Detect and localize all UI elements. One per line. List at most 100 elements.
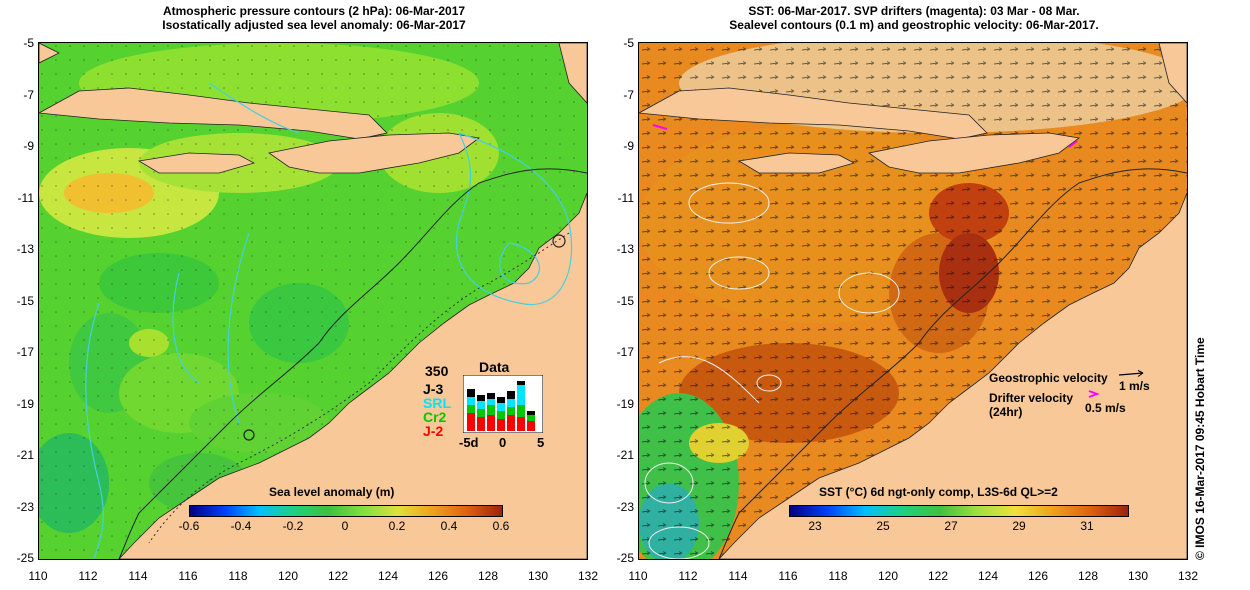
inset-x-label-5: 5 (537, 435, 545, 450)
sst-land (639, 43, 1187, 559)
sla-colorbar (189, 505, 503, 517)
left-ytick: -23 (16, 500, 34, 514)
left-xtick: 110 (28, 569, 48, 583)
right-xtick: 132 (1177, 569, 1199, 583)
right-ytick: -15 (616, 294, 634, 308)
geo-velocity-speed: 1 m/s (1119, 379, 1150, 393)
right-ytick: -19 (616, 397, 634, 411)
right-title-line2: Sealevel contours (0.1 m) and geostrophi… (729, 18, 1099, 32)
drifter-velocity-sub: (24hr) (989, 405, 1023, 419)
sla-cb-label-7: 0.6 (492, 519, 510, 533)
left-title-line2: Isostatically adjusted sea level anomaly… (162, 18, 466, 32)
bathymetry-contour (118, 168, 587, 559)
mooring-marker-1 (552, 234, 566, 248)
right-xtick: 112 (678, 569, 698, 583)
left-ytick: -25 (16, 551, 34, 565)
left-ytick: -17 (16, 345, 34, 359)
inset-x-label-0: 0 (499, 435, 507, 450)
left-xtick: 124 (377, 569, 399, 583)
left-ytick: -11 (17, 191, 34, 205)
inset-legend-j3: J-3 (423, 381, 444, 397)
right-title: SST: 06-Mar-2017. SVP drifters (magenta)… (640, 4, 1188, 32)
inset-legend-cr2: Cr2 (423, 409, 447, 425)
right-ytick: -13 (616, 242, 634, 256)
left-ytick: -21 (16, 448, 34, 462)
imos-credit: © IMOS 16-Mar-2017 09:45 Hobart Time (1193, 337, 1207, 560)
sla-cb-label-6: 0.4 (440, 519, 458, 533)
geo-velocity-arrow (1118, 370, 1144, 377)
left-xtick: 118 (228, 569, 248, 583)
left-xtick: 122 (327, 569, 349, 583)
sst-cb-label-3: 27 (944, 519, 958, 533)
sealevel-contours (644, 182, 900, 559)
inset-legend-srl: SRL (423, 395, 451, 411)
right-ytick: -23 (616, 500, 634, 514)
inset-bar-chart (463, 375, 543, 433)
right-xtick: 124 (977, 569, 999, 583)
left-xtick: 132 (577, 569, 599, 583)
left-title: Atmospheric pressure contours (2 hPa): 0… (40, 4, 588, 32)
right-xtick: 120 (877, 569, 899, 583)
data-count-inset: Data count 350 J-3 SRL Cr2 J-2 -5d 0 5 (419, 359, 549, 450)
sla-cb-label-3: -0.2 (282, 519, 304, 533)
right-ytick: -25 (616, 551, 634, 565)
left-ytick: -7 (23, 88, 34, 102)
pressure-contours (85, 82, 573, 559)
right-ytick: -11 (617, 191, 634, 205)
sla-cb-label-1: -0.6 (178, 519, 200, 533)
right-xtick: 122 (927, 569, 949, 583)
right-xtick: 116 (778, 569, 798, 583)
left-title-line1: Atmospheric pressure contours (2 hPa): 0… (162, 4, 466, 18)
inset-legend-j2: J-2 (423, 423, 444, 439)
inset-x-label-minus5: -5d (459, 435, 479, 450)
left-ytick: -5 (23, 36, 34, 50)
left-xtick: 114 (128, 569, 148, 583)
sla-cb-label-2: -0.4 (230, 519, 252, 533)
land (39, 43, 587, 559)
drifter-velocity-arrow (1088, 390, 1100, 398)
left-xtick: 116 (178, 569, 198, 583)
left-ytick: -13 (16, 242, 34, 256)
right-ytick: -17 (616, 345, 634, 359)
mooring-marker-2 (243, 429, 255, 441)
left-ytick: -9 (23, 139, 34, 153)
sst-map: Geostrophic velocity 1 m/s Drifter veloc… (638, 42, 1188, 560)
right-xtick: 114 (728, 569, 748, 583)
left-xtick: 120 (277, 569, 299, 583)
sst-bathymetry-contour (718, 168, 1187, 559)
left-xtick: 126 (427, 569, 449, 583)
left-ytick: -15 (16, 294, 34, 308)
left-xtick: 130 (527, 569, 549, 583)
right-ytick: -21 (616, 448, 634, 462)
sla-map-svg (39, 43, 587, 559)
left-ytick: -19 (16, 397, 34, 411)
sst-map-svg (639, 43, 1187, 559)
drifter-tracks (652, 124, 1078, 148)
right-xtick: 128 (1077, 569, 1099, 583)
right-ytick: -9 (623, 139, 634, 153)
right-title-line1: SST: 06-Mar-2017. SVP drifters (magenta)… (748, 4, 1080, 18)
drifter-velocity-label: Drifter velocity (989, 391, 1074, 405)
sla-colorbar-title: Sea level anomaly (m) (269, 485, 395, 499)
sst-cb-label-5: 31 (1080, 519, 1094, 533)
right-ytick: -5 (623, 36, 634, 50)
sst-colorbar (789, 505, 1129, 517)
sst-cb-label-2: 25 (876, 519, 890, 533)
drifter-velocity-speed: 0.5 m/s (1085, 401, 1126, 415)
dotted-coastline (148, 232, 570, 544)
right-xtick: 118 (828, 569, 848, 583)
right-xtick: 130 (1127, 569, 1149, 583)
left-xtick: 112 (78, 569, 98, 583)
sst-cb-label-4: 29 (1012, 519, 1026, 533)
left-xtick: 128 (477, 569, 499, 583)
sla-cb-label-5: 0.2 (388, 519, 406, 533)
sst-cb-label-1: 23 (808, 519, 822, 533)
inset-bars (467, 381, 535, 431)
right-ytick: -7 (623, 88, 634, 102)
sla-cb-label-4: 0 (341, 519, 349, 533)
right-xtick: 126 (1027, 569, 1049, 583)
sst-colorbar-title: SST (°C) 6d ngt-only comp, L3S-6d QL>=2 (819, 485, 1058, 499)
geo-velocity-label: Geostrophic velocity (989, 371, 1108, 385)
right-xtick: 110 (628, 569, 648, 583)
sea-level-anomaly-map: Data count 350 J-3 SRL Cr2 J-2 -5d 0 5 S… (38, 42, 588, 560)
